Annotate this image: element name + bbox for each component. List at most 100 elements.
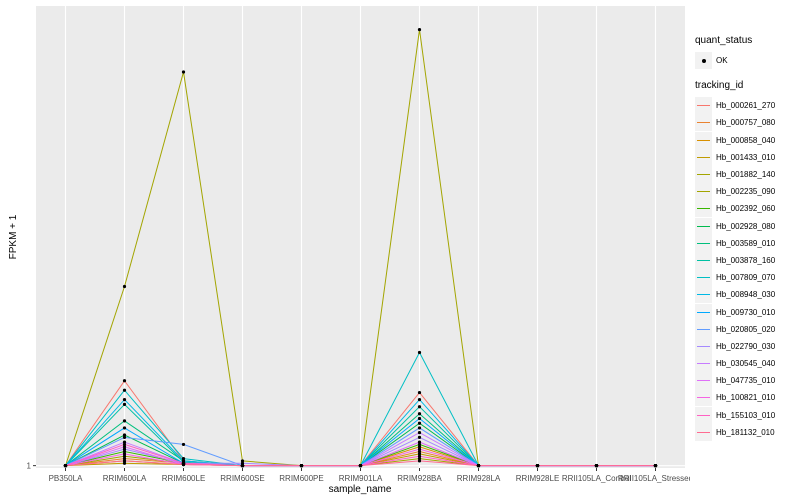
data-point xyxy=(122,388,127,392)
legend: quant_status OK tracking_id Hb_000261_27… xyxy=(695,34,800,441)
legend-key-line xyxy=(695,217,712,235)
legend-item: Hb_001433_010 xyxy=(695,148,800,166)
legend-label: Hb_001882_140 xyxy=(716,170,776,180)
data-point xyxy=(417,390,422,395)
data-point xyxy=(417,454,422,458)
legend-label: Hb_002392_060 xyxy=(716,204,776,214)
legend-label: Hb_007809_070 xyxy=(716,273,776,283)
data-point xyxy=(417,449,422,454)
legend-label: Hb_022790_030 xyxy=(716,341,776,351)
data-point xyxy=(122,440,127,444)
legend-key-line xyxy=(695,269,712,287)
data-point xyxy=(122,452,127,456)
legend-item: Hb_002392_060 xyxy=(695,200,800,218)
legend-item: Hb_003878_160 xyxy=(695,251,800,269)
data-point xyxy=(122,433,127,437)
legend-key-line xyxy=(695,423,712,441)
legend-label: OK xyxy=(716,56,728,66)
legend-label: Hb_100821_010 xyxy=(716,393,776,403)
legend-item: Hb_155103_010 xyxy=(695,406,800,424)
data-point xyxy=(417,416,422,421)
data-point xyxy=(299,464,304,468)
legend-item: Hb_022790_030 xyxy=(695,337,800,355)
series-points xyxy=(63,27,658,468)
data-point xyxy=(358,464,363,468)
legend-key-line xyxy=(695,131,712,149)
data-point xyxy=(417,398,422,402)
legend-label: Hb_047735_010 xyxy=(716,376,776,386)
legend-key-line xyxy=(695,337,712,355)
legend-label: Hb_009730_010 xyxy=(716,307,776,317)
legend-label: Hb_002928_080 xyxy=(716,221,776,231)
legend-key-line xyxy=(695,114,712,132)
legend-item-ok: OK xyxy=(695,52,800,70)
data-point xyxy=(122,461,127,465)
x-axis: PB350LA RRIM600LA RRIM600LE RRIM600SE RRIM60… xyxy=(49,468,690,483)
legend-title-quant-status: quant_status xyxy=(695,35,753,46)
y-axis: 1 xyxy=(27,462,36,471)
legend-label: Hb_003878_160 xyxy=(716,255,776,265)
legend-label: Hb_000858_040 xyxy=(716,135,776,145)
x-tick-label: RRIM600LA xyxy=(103,474,147,483)
data-point xyxy=(122,398,127,402)
legend-label: Hb_001433_010 xyxy=(716,152,776,162)
data-point xyxy=(181,70,186,74)
data-point xyxy=(417,445,422,449)
grid-lines xyxy=(36,6,685,468)
x-tick-label: PB350LA xyxy=(49,474,83,483)
data-point xyxy=(122,454,127,458)
chart-canvas: 1 PB350LA RRIM600LA RRIM600LE RRIM600SE RRIM… xyxy=(8,6,690,495)
x-tick-label: RRIM928LE xyxy=(516,474,560,483)
legend-label: Hb_003589_010 xyxy=(716,238,776,248)
data-point xyxy=(417,447,422,451)
x-tick-label: RRII105LA_Stressed xyxy=(618,474,690,483)
legend-key-line xyxy=(695,286,712,304)
legend-key-line xyxy=(695,183,712,201)
data-point xyxy=(181,462,186,467)
data-point xyxy=(240,464,245,468)
legend-label: Hb_008948_030 xyxy=(716,290,776,300)
data-point xyxy=(181,442,186,447)
data-point xyxy=(122,459,127,463)
data-point xyxy=(476,464,481,468)
x-tick-label: RRIM600SE xyxy=(220,474,264,483)
data-point xyxy=(122,456,127,461)
legend-label: Hb_155103_010 xyxy=(716,410,776,420)
data-point xyxy=(122,402,127,406)
legend-series-list: Hb_000261_270 Hb_000757_080 Hb_000858_040 H… xyxy=(695,97,800,441)
legend-key-line xyxy=(695,251,712,269)
data-point xyxy=(122,426,127,430)
data-point xyxy=(122,435,127,439)
x-tick-label: RRII105LA_Control xyxy=(562,474,632,483)
legend-item: Hb_000858_040 xyxy=(695,131,800,149)
x-tick-label: RRIM600PE xyxy=(279,474,323,483)
data-point xyxy=(417,431,422,435)
data-point xyxy=(240,459,245,463)
legend-item: Hb_008948_030 xyxy=(695,286,800,304)
legend-key-line xyxy=(695,303,712,321)
legend-item: Hb_000757_080 xyxy=(695,114,800,132)
legend-key-line xyxy=(695,372,712,390)
legend-label: Hb_020805_020 xyxy=(716,324,776,334)
legend-item: Hb_007809_070 xyxy=(695,269,800,287)
data-point xyxy=(417,421,422,425)
data-point xyxy=(122,449,127,454)
data-point xyxy=(417,426,422,430)
legend-item: Hb_181132_010 xyxy=(695,423,800,441)
legend-label: Hb_000261_270 xyxy=(716,101,776,111)
data-point xyxy=(417,442,422,447)
legend-key-line xyxy=(695,355,712,373)
legend-item: Hb_002235_090 xyxy=(695,183,800,201)
legend-title-tracking-id: tracking_id xyxy=(695,80,744,92)
data-point xyxy=(417,412,422,416)
x-tick-label: RRIM600LE xyxy=(162,474,206,483)
legend-key-line xyxy=(695,406,712,424)
data-point xyxy=(63,464,68,468)
data-point xyxy=(122,419,127,423)
data-point xyxy=(417,459,422,463)
data-point xyxy=(122,379,127,383)
legend-item: Hb_030545_040 xyxy=(695,355,800,373)
legend-key-line xyxy=(695,166,712,184)
legend-item: Hb_003589_010 xyxy=(695,234,800,252)
data-point xyxy=(653,464,658,468)
